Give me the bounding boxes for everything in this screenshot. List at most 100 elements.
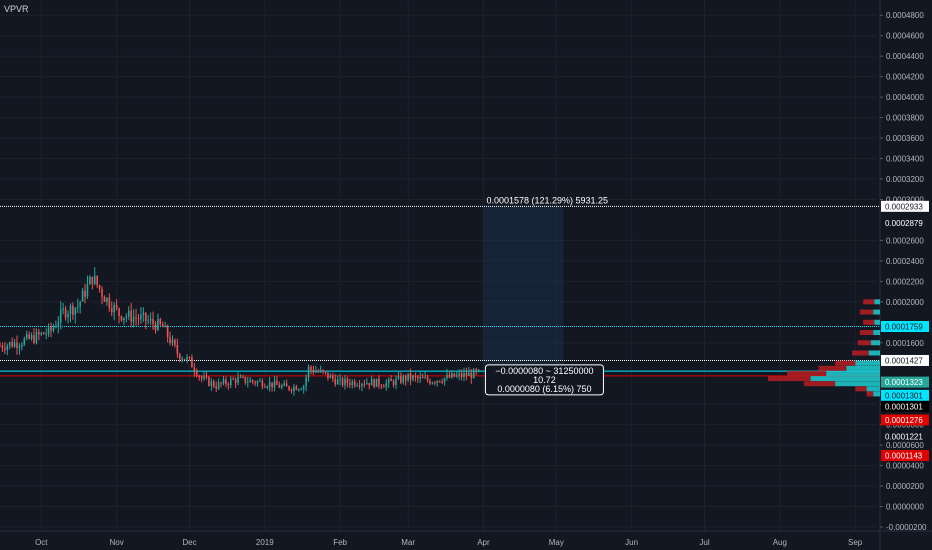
candle-body: [366, 382, 368, 385]
candle-body: [402, 376, 405, 383]
candle-body: [300, 389, 303, 391]
candle-body: [349, 383, 351, 386]
candle-body: [443, 378, 446, 383]
y-tick-label: 0.0004200: [886, 73, 924, 82]
candle-body: [368, 382, 371, 386]
candle-body: [178, 353, 181, 360]
candle-body: [404, 376, 407, 381]
candle-body: [57, 322, 60, 327]
price-tag-label: 0.0001301: [885, 402, 923, 411]
candle-body: [251, 380, 254, 382]
candle-body: [285, 383, 288, 387]
candle-body: [188, 357, 191, 359]
candle-body: [276, 380, 278, 385]
price-tag-label: 0.0001301: [885, 391, 923, 400]
candle-body: [28, 334, 30, 339]
volume-bar-down: [803, 381, 836, 387]
candle-body: [414, 375, 417, 377]
candle-body: [79, 301, 81, 307]
candle-body: [220, 382, 222, 384]
candle-body: [390, 379, 392, 381]
candle-body: [159, 319, 162, 325]
candle-body: [322, 369, 324, 372]
candle-body: [152, 319, 154, 325]
volume-bar-up: [874, 319, 880, 325]
candle-body: [305, 377, 307, 387]
candle-body: [327, 372, 329, 379]
candle-body: [123, 317, 125, 321]
price-tag-label: 0.0002879: [885, 219, 923, 228]
candle-body: [436, 380, 439, 383]
candle-body: [144, 312, 147, 322]
x-tick-label: Sep: [848, 538, 863, 547]
candle-body: [324, 371, 327, 373]
candle-body: [203, 376, 205, 379]
y-tick-label: 0.0004800: [886, 11, 924, 20]
candle-body: [370, 379, 373, 386]
price-tag: [881, 414, 929, 426]
y-tick-label: 0.0002200: [886, 277, 924, 286]
price-tag: [881, 431, 929, 443]
candle-body: [137, 318, 140, 320]
candle-body: [317, 371, 320, 373]
candle-body: [135, 317, 137, 319]
candle-body: [392, 380, 395, 385]
volume-bar-down: [859, 330, 874, 336]
y-tick-label: 0.0000200: [886, 482, 924, 491]
candle-body: [169, 337, 171, 344]
candle-body: [293, 386, 295, 391]
price-tag-label: 0.0001143: [885, 452, 923, 461]
candle-body: [91, 276, 94, 284]
y-tick-label: 0.0000600: [886, 441, 924, 450]
candle-body: [419, 377, 422, 379]
price-tag: [881, 376, 929, 388]
candle-body: [45, 333, 47, 335]
candle-body: [463, 372, 465, 377]
y-tick-label: -0.0000200: [886, 523, 927, 532]
candle-body: [217, 382, 220, 389]
candle-body: [441, 381, 443, 383]
candle-body: [246, 382, 249, 384]
volume-bar-up: [826, 370, 880, 376]
y-tick-label: 0.0003600: [886, 134, 924, 143]
candle-body: [21, 344, 23, 347]
candle-body: [353, 381, 356, 386]
volume-bar-down: [857, 340, 872, 346]
candle-body: [171, 339, 174, 344]
candle-body: [212, 381, 215, 387]
y-tick-label: 0.0004600: [886, 32, 924, 41]
candle-body: [69, 305, 72, 314]
candle-body: [142, 312, 145, 315]
measure-label-top: 0.0001578 (121.29%) 5931.25: [486, 195, 608, 205]
candle-body: [475, 369, 477, 372]
candle-body: [344, 378, 346, 385]
candle-body: [108, 297, 111, 309]
price-tag: [881, 217, 929, 229]
candle-body: [67, 313, 69, 318]
candle-body: [30, 335, 33, 339]
candle-body: [242, 376, 244, 378]
candle-body: [266, 386, 269, 388]
volume-bar-up: [810, 376, 880, 382]
candle-body: [356, 385, 358, 387]
x-tick-label: Jul: [699, 538, 709, 547]
candle-body: [103, 296, 106, 303]
y-tick-label: 0.0002000: [886, 298, 924, 307]
candle-body: [429, 380, 431, 384]
candle-body: [407, 373, 409, 381]
candle-body: [249, 380, 252, 383]
price-tag-label: 0.0001323: [885, 378, 923, 387]
candle-body: [130, 310, 132, 322]
candle-body: [237, 377, 239, 383]
x-tick-label: Nov: [109, 538, 123, 547]
candle-body: [281, 385, 283, 388]
candle-body: [329, 375, 332, 379]
y-tick-label: 0.0004000: [886, 93, 924, 102]
candle-body: [225, 379, 227, 385]
candle-body: [195, 371, 198, 377]
candle-body: [38, 332, 40, 335]
x-tick-label: Dec: [182, 538, 196, 547]
candle-body: [52, 327, 55, 331]
candle-body: [81, 290, 84, 302]
